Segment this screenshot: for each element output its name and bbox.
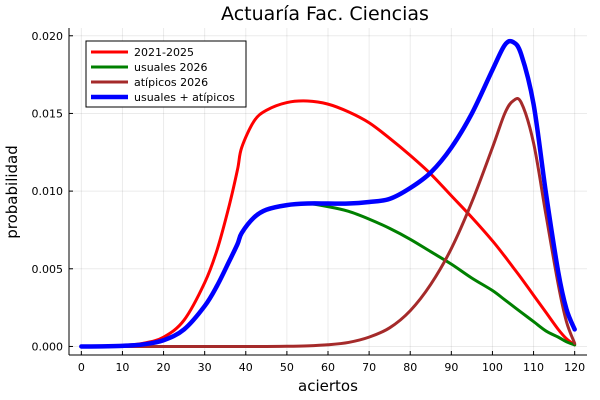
y-tick-label: 0.020 bbox=[32, 30, 64, 43]
legend-label-3: usuales + atípicos bbox=[134, 91, 235, 104]
y-axis-ticks: 0.000 0.005 0.010 0.015 0.020 bbox=[32, 30, 73, 353]
x-tick-label: 100 bbox=[482, 361, 503, 374]
x-tick-label: 120 bbox=[564, 361, 585, 374]
x-tick-label: 20 bbox=[157, 361, 171, 374]
x-tick-label: 60 bbox=[321, 361, 335, 374]
x-tick-label: 110 bbox=[523, 361, 544, 374]
x-tick-label: 30 bbox=[198, 361, 212, 374]
series-line-3 bbox=[79, 38, 577, 349]
x-tick-label: 40 bbox=[239, 361, 253, 374]
y-tick-label: 0.005 bbox=[32, 263, 64, 276]
grid bbox=[69, 28, 587, 355]
x-tick-label: 50 bbox=[280, 361, 294, 374]
x-axis-label: aciertos bbox=[298, 377, 358, 395]
series-line-2 bbox=[79, 96, 577, 348]
y-tick-label: 0.000 bbox=[32, 340, 64, 353]
y-axis-label: probabilidad bbox=[3, 145, 21, 239]
y-tick-label: 0.010 bbox=[32, 185, 64, 198]
legend-label-2: atípicos 2026 bbox=[134, 76, 208, 89]
y-tick-label: 0.015 bbox=[32, 107, 64, 120]
x-tick-label: 0 bbox=[78, 361, 85, 374]
x-tick-label: 70 bbox=[362, 361, 376, 374]
series-line-0 bbox=[79, 99, 577, 348]
legend-label-1: usuales 2026 bbox=[134, 61, 207, 74]
legend: 2021-2025 usuales 2026 atípicos 2026 usuale… bbox=[85, 40, 247, 108]
legend-label-0: 2021-2025 bbox=[134, 46, 194, 59]
chart-title: Actuaría Fac. Ciencias bbox=[221, 3, 429, 25]
x-tick-label: 90 bbox=[444, 361, 458, 374]
series-lines bbox=[79, 38, 577, 349]
x-tick-label: 80 bbox=[403, 361, 417, 374]
x-tick-label: 10 bbox=[115, 361, 129, 374]
x-axis-ticks: 0 10 20 30 40 50 60 70 80 90 100 110 120 bbox=[78, 351, 585, 374]
